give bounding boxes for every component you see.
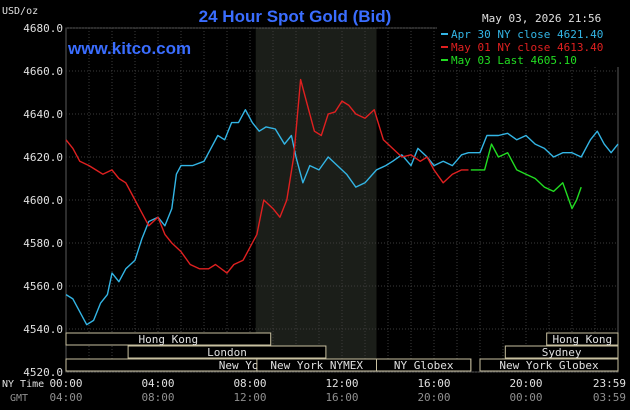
x-tick-label-gmt: 12:00 — [233, 391, 266, 404]
x-tick-label-ny: 12:00 — [325, 377, 358, 390]
legend-label-apr30: Apr 30 NY close 4621.40 — [451, 28, 603, 41]
x-tick-label-gmt: 04:00 — [49, 391, 82, 404]
session-label: London — [207, 346, 247, 359]
series-line-apr30 — [65, 108, 619, 326]
legend: Apr 30 NY close 4621.40 May 01 NY close … — [437, 27, 621, 67]
x-tick-label-gmt: 03:59 — [593, 391, 626, 404]
x-tick-label-ny: 20:00 — [509, 377, 542, 390]
session-bar — [127, 345, 327, 359]
session-label: New York Globex — [499, 359, 599, 372]
brand-watermark: www.kitco.com — [67, 39, 191, 58]
x-tick-label-gmt: 08:00 — [141, 391, 174, 404]
y-tick-label: 4540.0 — [23, 323, 63, 336]
y-tick-label: 4520.0 — [23, 366, 63, 379]
x-tick-label-ny: 04:00 — [141, 377, 174, 390]
x-tick-label-gmt: 16:00 — [325, 391, 358, 404]
timestamp: May 03, 2026 21:56 — [482, 12, 601, 25]
y-axis-label: USD/oz — [2, 6, 38, 17]
session-bar — [546, 332, 619, 346]
y-tick-label: 4640.0 — [23, 108, 63, 121]
legend-label-may03: May 03 Last 4605.10 — [451, 54, 577, 67]
y-tick-label: 4580.0 — [23, 237, 63, 250]
session-label: Hong Kong — [553, 333, 613, 346]
session-bar — [504, 345, 619, 359]
series-line-may01 — [65, 78, 469, 274]
x-tick-label-ny: 00:00 — [49, 377, 82, 390]
y-tick-label: 4680.0 — [23, 22, 63, 35]
y-tick-label: 4560.0 — [23, 280, 63, 293]
session-bar — [376, 358, 472, 372]
legend-label-may01: May 01 NY close 4613.40 — [451, 41, 603, 54]
session-label: New York NYMEX — [270, 359, 363, 372]
series-line-may03 — [470, 143, 582, 210]
x-tick-label-ny: 08:00 — [233, 377, 266, 390]
session-bar — [479, 358, 619, 372]
x-tick-label-gmt: 00:00 — [509, 391, 542, 404]
chart-title: 24 Hour Spot Gold (Bid) — [199, 7, 392, 26]
x-axis-label-gmt: GMT — [10, 393, 28, 404]
y-tick-label: 4600.0 — [23, 194, 63, 207]
x-axis-label-ny-time: NY Time — [2, 379, 44, 390]
session-label: NY Globex — [394, 359, 454, 372]
x-tick-label-gmt: 20:00 — [417, 391, 450, 404]
session-label: Hong Kong — [139, 333, 199, 346]
shaded-region — [255, 28, 377, 372]
session-bar — [65, 332, 272, 346]
y-tick-label: 4660.0 — [23, 65, 63, 78]
x-tick-label-ny: 16:00 — [417, 377, 450, 390]
legend-box — [437, 27, 621, 67]
session-label: Sydney — [542, 346, 582, 359]
x-tick-label-ny: 23:59 — [593, 377, 626, 390]
y-tick-label: 4620.0 — [23, 151, 63, 164]
